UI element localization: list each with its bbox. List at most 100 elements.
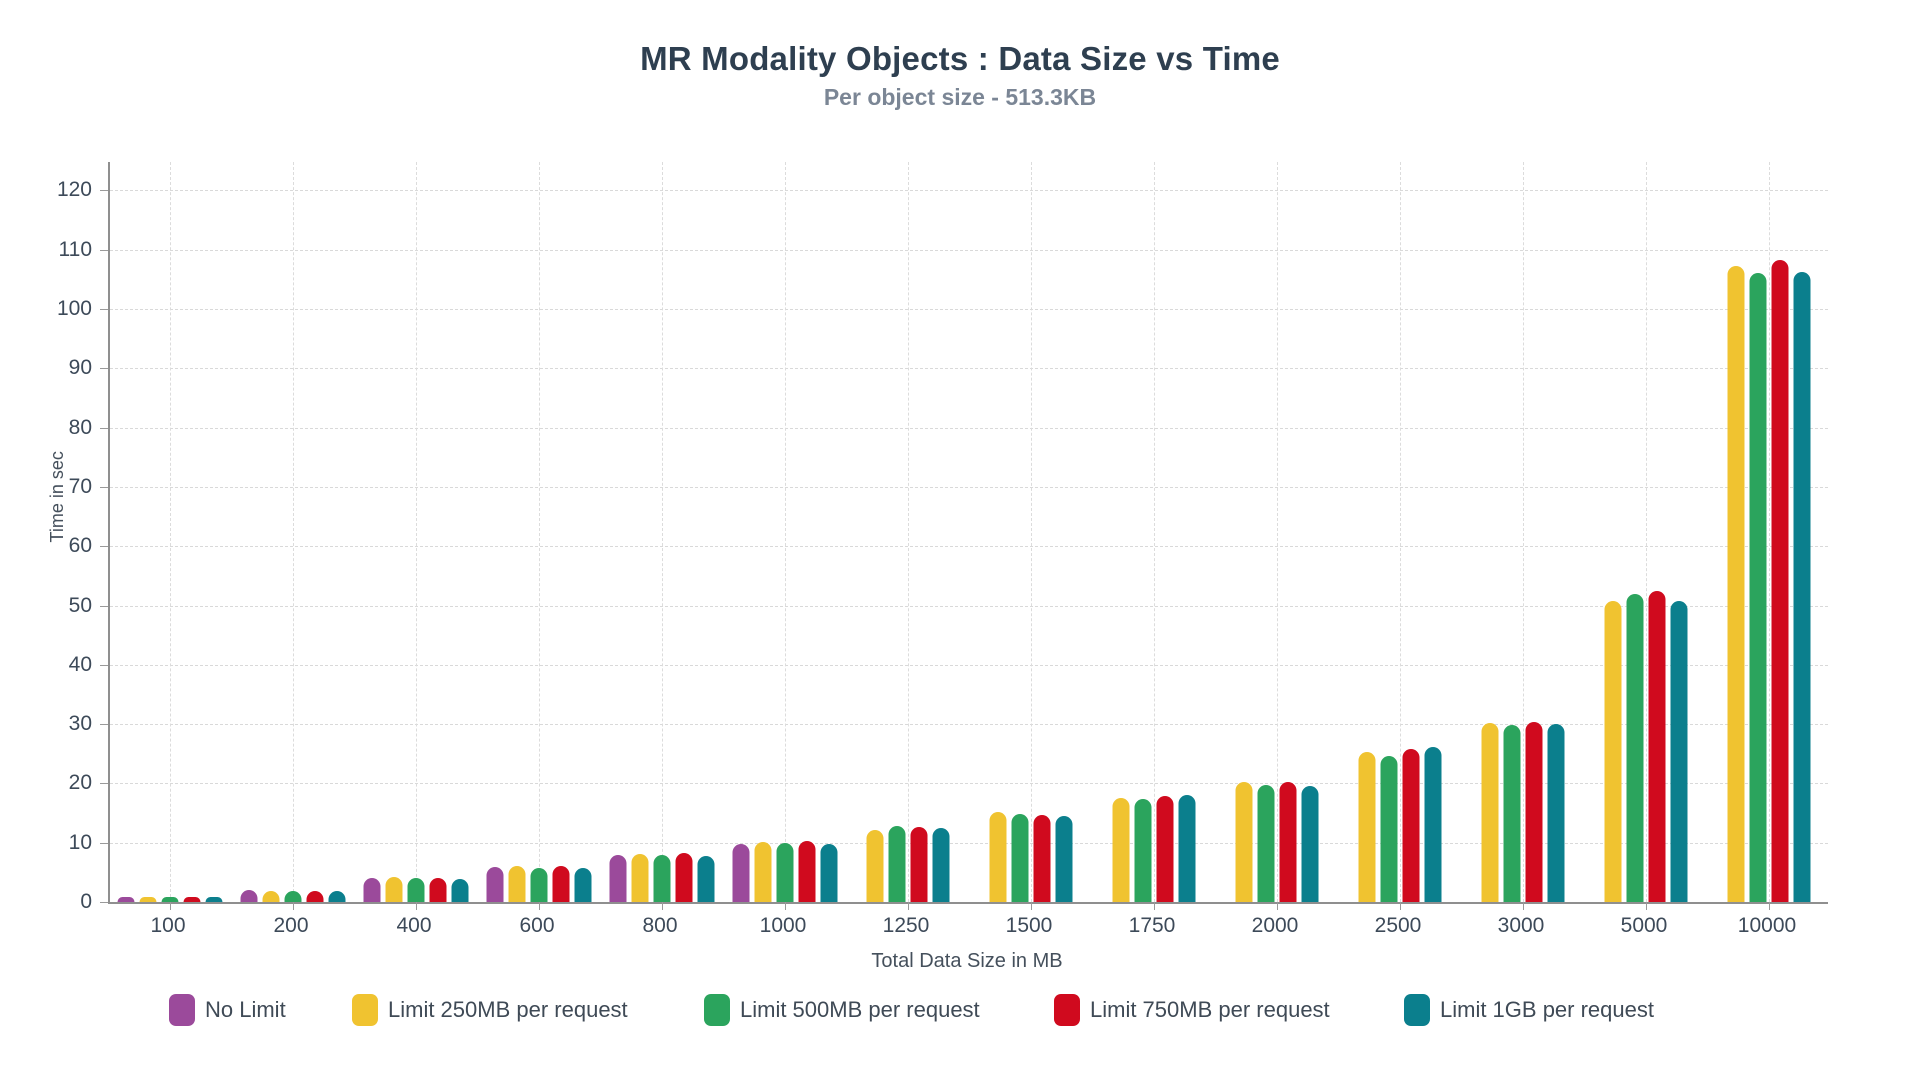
legend-swatch-icon [1404, 994, 1430, 1026]
bar-group-200 [240, 890, 346, 902]
x-axis-tick [1277, 902, 1278, 910]
bar[interactable] [240, 890, 258, 902]
bar[interactable] [1481, 722, 1499, 902]
legend-item-1[interactable]: Limit 250MB per request [352, 994, 628, 1026]
x-axis-tick [908, 902, 909, 910]
bar[interactable] [1503, 725, 1521, 902]
bar[interactable] [306, 890, 324, 902]
bar[interactable] [798, 840, 816, 902]
bar[interactable] [1301, 785, 1319, 902]
bar[interactable] [328, 891, 346, 902]
x-axis-title: Total Data Size in MB [871, 950, 1063, 972]
bar-group-400 [363, 877, 469, 902]
bar[interactable] [1626, 594, 1644, 902]
y-axis-tick-label: 90 [68, 356, 92, 380]
bar[interactable] [1134, 799, 1152, 902]
gridline-vertical [293, 162, 294, 902]
y-axis-tick [100, 783, 108, 785]
y-axis-tick-label: 40 [68, 652, 92, 676]
legend-item-label: No Limit [205, 997, 286, 1022]
gridline-vertical [1154, 162, 1155, 902]
bar[interactable] [888, 826, 906, 902]
legend-item-0[interactable]: No Limit [169, 994, 286, 1026]
bar[interactable] [1424, 747, 1442, 902]
y-axis-tick [100, 309, 108, 310]
bar[interactable] [1670, 600, 1688, 902]
bar[interactable] [530, 868, 548, 902]
bar[interactable] [754, 842, 772, 902]
x-axis-tick-label: 5000 [1620, 914, 1668, 937]
bar[interactable] [574, 868, 592, 902]
bar[interactable] [1604, 601, 1622, 902]
bar[interactable] [653, 855, 671, 902]
bar[interactable] [1235, 781, 1253, 902]
bar[interactable] [910, 827, 928, 902]
y-axis-tick [100, 842, 108, 844]
bar-group-1250 [866, 826, 950, 902]
bar[interactable] [1771, 260, 1789, 902]
bar[interactable] [183, 896, 201, 902]
chart-subtitle: Per object size - 513.3KB [823, 84, 1097, 110]
bar[interactable] [429, 877, 447, 902]
bar[interactable] [284, 891, 302, 902]
bar[interactable] [1358, 751, 1376, 902]
bar[interactable] [1112, 797, 1130, 902]
legend-item-3[interactable]: Limit 750MB per request [1054, 994, 1330, 1026]
bar[interactable] [1257, 784, 1275, 902]
bar[interactable] [1402, 749, 1420, 902]
legend-swatch-icon [1054, 994, 1080, 1026]
bar[interactable] [407, 878, 425, 902]
bar[interactable] [989, 812, 1007, 902]
bar[interactable] [609, 855, 627, 902]
chart-title: MR Modality Objects : Data Size vs Time [640, 40, 1280, 77]
bar[interactable] [1156, 795, 1174, 902]
bar[interactable] [262, 890, 280, 902]
gridline-horizontal [110, 664, 1828, 666]
bar[interactable] [451, 879, 469, 902]
bar[interactable] [552, 866, 570, 902]
y-axis-tick-label: 30 [68, 712, 92, 736]
x-axis-tick-label: 3000 [1497, 914, 1545, 937]
bar[interactable] [161, 896, 179, 902]
legend-item-2[interactable]: Limit 500MB per request [704, 994, 980, 1026]
x-axis-tick-label: 2000 [1251, 914, 1299, 937]
bar[interactable] [1749, 273, 1767, 902]
bar[interactable] [1525, 721, 1543, 902]
bar[interactable] [205, 896, 223, 902]
bar[interactable] [697, 856, 715, 902]
bar[interactable] [1727, 266, 1745, 902]
bar[interactable] [1547, 723, 1565, 902]
bar[interactable] [1011, 814, 1029, 902]
bar[interactable] [1055, 816, 1073, 902]
bar[interactable] [932, 828, 950, 902]
bar[interactable] [1648, 591, 1666, 902]
y-axis-tick [100, 546, 108, 548]
gridline-vertical [539, 162, 540, 902]
bar[interactable] [1178, 795, 1196, 902]
bar[interactable] [1380, 755, 1398, 902]
bar[interactable] [385, 877, 403, 902]
x-axis-tick [1769, 902, 1770, 910]
bar[interactable] [866, 829, 884, 902]
bar[interactable] [363, 877, 381, 902]
bar[interactable] [776, 843, 794, 902]
y-axis-tick [100, 605, 108, 607]
bar[interactable] [675, 852, 693, 902]
gridline-vertical [416, 162, 417, 902]
bar[interactable] [820, 844, 838, 902]
bar[interactable] [732, 844, 750, 902]
legend-item-4[interactable]: Limit 1GB per request [1404, 994, 1654, 1026]
bar[interactable] [1793, 271, 1811, 902]
bar[interactable] [1279, 782, 1297, 902]
bar[interactable] [139, 896, 157, 902]
bar[interactable] [1033, 815, 1051, 902]
gridline-vertical [1769, 162, 1770, 902]
bar[interactable] [631, 853, 649, 902]
bar[interactable] [486, 867, 504, 902]
x-axis-tick [1523, 902, 1524, 910]
bar[interactable] [508, 866, 526, 902]
y-axis-tick [100, 427, 108, 429]
bar[interactable] [117, 896, 135, 902]
y-axis-tick-label: 50 [68, 593, 92, 617]
